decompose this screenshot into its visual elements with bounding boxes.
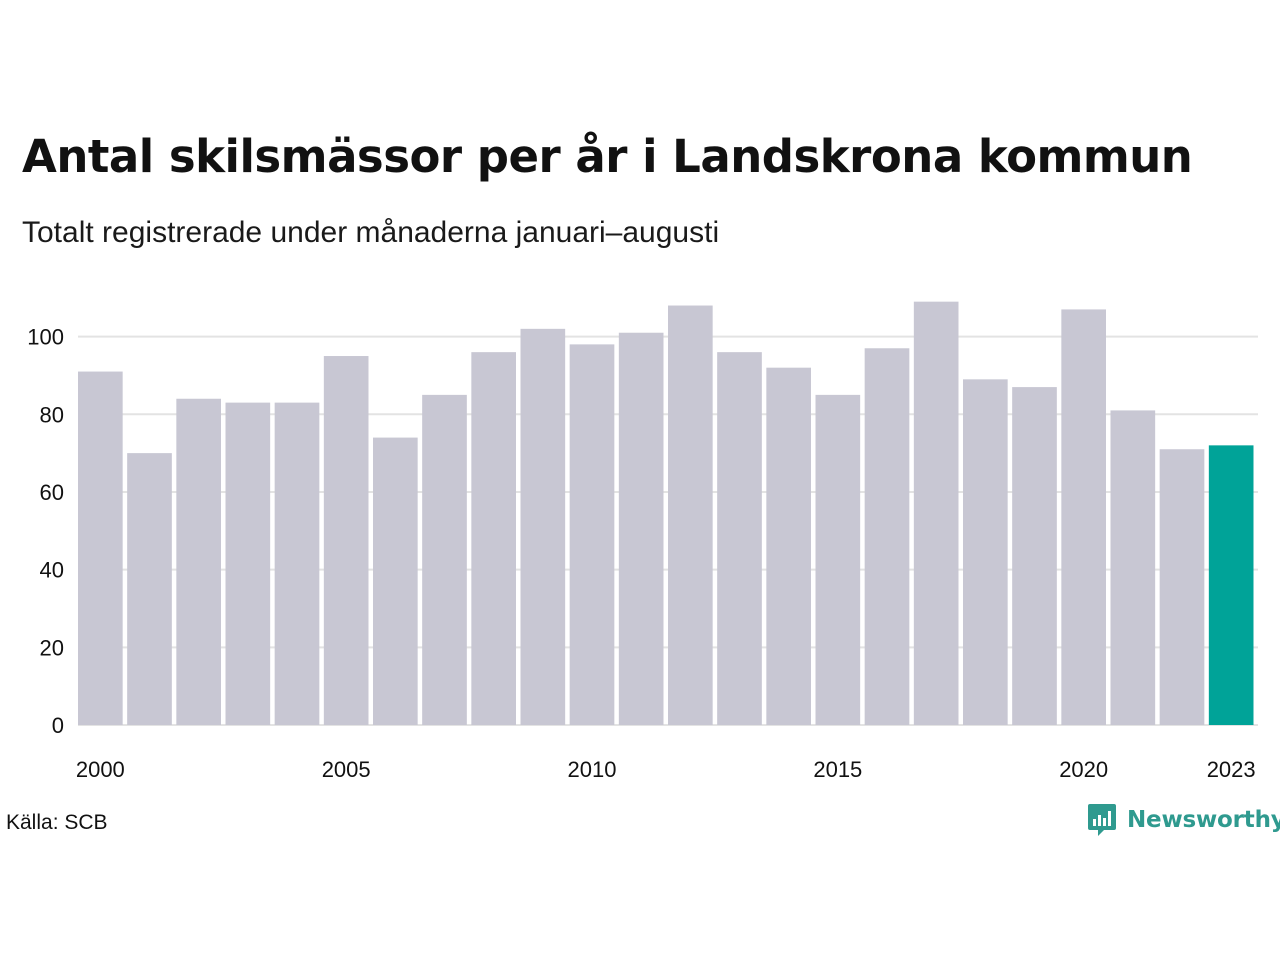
y-tick-label-0: 0 bbox=[52, 713, 64, 738]
bar-2015 bbox=[815, 394, 861, 725]
bar-2003 bbox=[225, 402, 271, 725]
y-tick-label-60: 60 bbox=[40, 480, 64, 505]
bar-2006 bbox=[373, 437, 418, 725]
y-tick-label-40: 40 bbox=[40, 558, 64, 583]
y-tick-label-20: 20 bbox=[40, 635, 64, 660]
x-tick-label-2005: 2005 bbox=[322, 757, 371, 782]
bar-2007 bbox=[422, 394, 467, 725]
bar-2016 bbox=[864, 348, 910, 725]
chart-subtitle: Totalt registrerade under månaderna janu… bbox=[22, 216, 720, 249]
x-tick-label-2023: 2023 bbox=[1207, 757, 1256, 782]
newsworthy-logo: Newsworthy bbox=[1087, 802, 1280, 838]
bar-2017 bbox=[913, 301, 959, 725]
newsworthy-chart-icon bbox=[1088, 804, 1116, 836]
bar-2010 bbox=[569, 344, 615, 725]
bar-2020 bbox=[1061, 309, 1106, 725]
x-tick-label-2020: 2020 bbox=[1059, 757, 1108, 782]
bar-2022 bbox=[1159, 449, 1205, 725]
bar-2011 bbox=[618, 332, 664, 725]
bar-2009 bbox=[520, 328, 566, 725]
x-axis-ticks: 2000 2005 2010 2015 2020 2023 bbox=[76, 757, 1256, 782]
bar-2008 bbox=[471, 352, 516, 725]
bar-2014 bbox=[766, 367, 811, 725]
bar-2019 bbox=[1012, 387, 1057, 725]
bar-2000 bbox=[78, 371, 123, 725]
x-tick-label-2010: 2010 bbox=[568, 757, 617, 782]
bar-2002 bbox=[176, 398, 221, 725]
bar-2012 bbox=[668, 305, 713, 725]
bar-2004 bbox=[274, 402, 320, 725]
y-axis-ticks: 0 20 40 60 80 100 bbox=[27, 325, 64, 738]
bar-2021 bbox=[1110, 410, 1156, 725]
y-tick-label-100: 100 bbox=[27, 325, 64, 350]
bar-2018 bbox=[963, 379, 1008, 725]
bar-2001 bbox=[127, 453, 172, 725]
bar-2005 bbox=[323, 356, 369, 725]
source-note: Källa: SCB bbox=[6, 811, 108, 834]
bar-2013 bbox=[717, 352, 762, 725]
chart-title: Antal skilsmässor per år i Landskrona ko… bbox=[22, 130, 1193, 183]
bar-2023 bbox=[1208, 445, 1254, 725]
bar-chart: 0 20 40 60 80 100 2000 2005 2010 2015 2020 2023 bbox=[27, 301, 1258, 782]
logo-text: Newsworthy bbox=[1127, 807, 1280, 833]
y-tick-label-80: 80 bbox=[40, 402, 64, 427]
x-tick-label-2000: 2000 bbox=[76, 757, 125, 782]
x-tick-label-2015: 2015 bbox=[813, 757, 862, 782]
bars bbox=[78, 301, 1254, 725]
